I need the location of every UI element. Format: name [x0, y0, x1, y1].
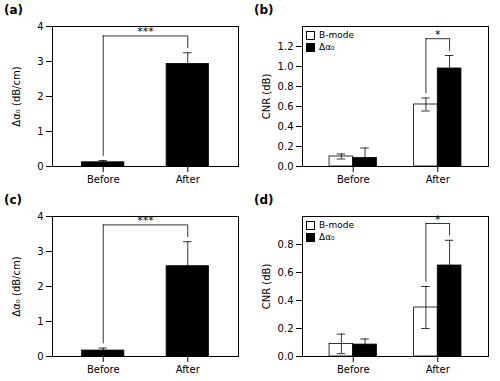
- svg-text:0.4: 0.4: [278, 121, 294, 132]
- svg-text:Before: Before: [337, 364, 370, 375]
- svg-text:Before: Before: [87, 174, 120, 185]
- svg-text:***: ***: [137, 25, 154, 38]
- svg-text:1: 1: [37, 126, 43, 137]
- svg-text:After: After: [426, 364, 451, 375]
- svg-text:2: 2: [37, 91, 43, 102]
- svg-text:CNR (dB): CNR (dB): [261, 74, 272, 120]
- svg-text:***: ***: [137, 214, 154, 227]
- svg-text:*: *: [435, 28, 441, 41]
- html-text:Δα₀: Δα₀: [319, 232, 335, 242]
- svg-text:Before: Before: [337, 174, 370, 185]
- svg-text:4: 4: [37, 21, 43, 32]
- html-text:Δα₀: Δα₀: [319, 42, 335, 52]
- svg-text:Δα₀ (dB/cm): Δα₀ (dB/cm): [11, 256, 22, 316]
- html-text:B-mode: B-mode: [319, 30, 354, 40]
- svg-text:1: 1: [37, 316, 43, 327]
- svg-text:0.6: 0.6: [278, 267, 294, 278]
- svg-text:2: 2: [37, 281, 43, 292]
- svg-text:After: After: [176, 364, 201, 375]
- svg-text:0: 0: [37, 351, 43, 362]
- svg-text:0.8: 0.8: [278, 81, 294, 92]
- svg-text:Δα₀ (dB/cm): Δα₀ (dB/cm): [11, 66, 22, 126]
- svg-text:4: 4: [37, 211, 43, 222]
- svg-text:CNR (dB): CNR (dB): [261, 264, 272, 310]
- svg-text:0.2: 0.2: [278, 323, 294, 334]
- svg-text:After: After: [426, 174, 451, 185]
- svg-text:Before: Before: [87, 364, 120, 375]
- html-text:(d): (d): [254, 193, 274, 207]
- html-text:(c): (c): [4, 193, 23, 207]
- svg-text:3: 3: [37, 56, 43, 67]
- svg-text:1.2: 1.2: [278, 41, 294, 52]
- svg-text:0.6: 0.6: [278, 101, 294, 112]
- html-text:(b): (b): [254, 3, 274, 17]
- svg-text:0: 0: [37, 161, 43, 172]
- svg-text:0.2: 0.2: [278, 141, 294, 152]
- svg-text:3: 3: [37, 246, 43, 257]
- svg-text:1.0: 1.0: [278, 61, 294, 72]
- svg-text:0.4: 0.4: [278, 295, 294, 306]
- svg-text:0.0: 0.0: [278, 351, 294, 362]
- svg-text:After: After: [176, 174, 201, 185]
- svg-text:0.8: 0.8: [278, 239, 294, 250]
- html-text:B-mode: B-mode: [319, 220, 354, 230]
- svg-text:0.0: 0.0: [278, 161, 294, 172]
- svg-text:*: *: [435, 213, 441, 226]
- html-text:(a): (a): [4, 3, 24, 17]
